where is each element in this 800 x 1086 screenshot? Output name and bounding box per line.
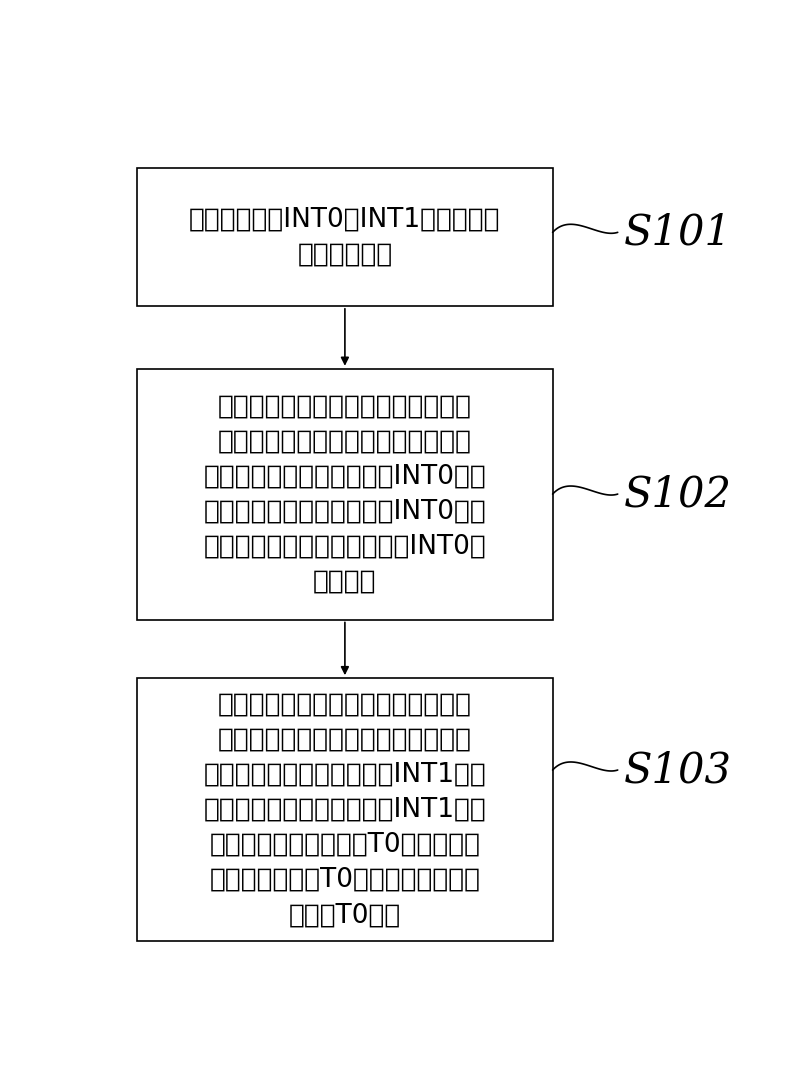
Bar xyxy=(138,168,553,306)
Text: 定时器T0计数: 定时器T0计数 xyxy=(289,902,401,929)
Text: 它任务时，利用这些任务的中断服务: 它任务时，利用这些任务的中断服务 xyxy=(218,428,472,454)
Bar xyxy=(138,678,553,942)
Text: 在执行除所述脉冲宽度测量任务的其: 在执行除所述脉冲宽度测量任务的其 xyxy=(218,692,472,718)
Text: 它任务时，利用这些任务的中断服务: 它任务时，利用这些任务的中断服务 xyxy=(218,727,472,753)
Text: 利用外部中断INT0和INT1来进行脉冲: 利用外部中断INT0和INT1来进行脉冲 xyxy=(189,206,501,232)
Text: 断标志，则清除所述外部中断INT0的: 断标志，则清除所述外部中断INT0的 xyxy=(203,533,486,559)
Text: 断标志，则检测定时器T0是否已经启: 断标志，则检测定时器T0是否已经启 xyxy=(210,832,480,858)
Text: 断标志，如果遇到外部中断INT1的中: 断标志，如果遇到外部中断INT1的中 xyxy=(203,797,486,823)
Text: 程序检测是否遇到外部中断INT1的中: 程序检测是否遇到外部中断INT1的中 xyxy=(203,761,486,787)
Text: 断标志，如果遇到外部中断INT0的中: 断标志，如果遇到外部中断INT0的中 xyxy=(203,498,486,525)
Text: 动，如果定时器T0已经启动，则停止: 动，如果定时器T0已经启动，则停止 xyxy=(210,867,480,893)
Text: 程序检测是否遇到外部中断INT0的中: 程序检测是否遇到外部中断INT0的中 xyxy=(203,464,486,490)
Text: S101: S101 xyxy=(624,212,732,253)
Text: 宽度测量任务: 宽度测量任务 xyxy=(298,241,393,267)
Text: S102: S102 xyxy=(624,473,732,515)
Text: S103: S103 xyxy=(624,749,732,791)
Bar xyxy=(138,368,553,619)
Text: 在执行除所述脉冲宽度测量任务的其: 在执行除所述脉冲宽度测量任务的其 xyxy=(218,393,472,419)
Text: 中断标志: 中断标志 xyxy=(313,569,377,595)
